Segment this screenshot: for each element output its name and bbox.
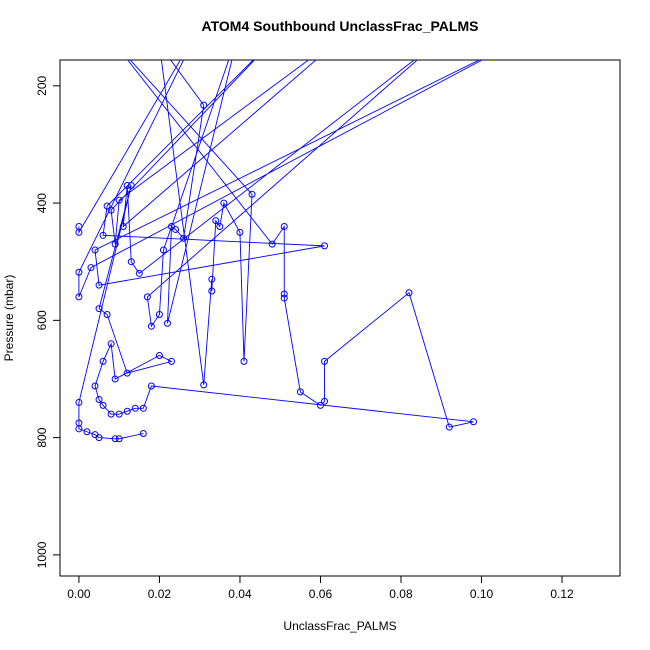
data-point bbox=[91, 246, 99, 254]
data-point bbox=[220, 199, 228, 207]
data-point bbox=[75, 398, 83, 406]
data-point bbox=[159, 246, 167, 254]
data-point bbox=[107, 340, 115, 348]
x-tick-label: 0.08 bbox=[389, 587, 413, 601]
data-point bbox=[156, 42, 162, 48]
x-tick-label: 0.04 bbox=[228, 587, 252, 601]
data-point bbox=[75, 268, 83, 276]
data-point bbox=[83, 428, 91, 436]
data-point bbox=[445, 423, 453, 431]
data-point bbox=[107, 206, 115, 214]
data-point bbox=[111, 240, 119, 248]
data-point bbox=[99, 401, 107, 409]
data-point bbox=[155, 310, 163, 318]
data-point bbox=[95, 281, 103, 289]
data-point bbox=[91, 382, 99, 390]
data-point bbox=[321, 357, 329, 365]
plot-box bbox=[59, 59, 621, 577]
data-point bbox=[123, 407, 131, 415]
y-tick-label: 600 bbox=[35, 310, 49, 330]
y-tick-label: 1000 bbox=[35, 541, 49, 568]
data-point bbox=[75, 293, 83, 301]
data-point bbox=[123, 181, 131, 189]
data-point bbox=[131, 404, 139, 412]
data-point bbox=[147, 382, 155, 390]
data-point bbox=[280, 294, 288, 302]
data-point bbox=[236, 228, 244, 236]
data-point bbox=[316, 401, 324, 409]
x-tick-label: 0.02 bbox=[148, 587, 172, 601]
data-point bbox=[438, 36, 444, 42]
data-point bbox=[115, 196, 123, 204]
data-point bbox=[280, 223, 288, 231]
data-point bbox=[200, 101, 208, 109]
data-point bbox=[155, 352, 163, 360]
data-point bbox=[248, 190, 256, 198]
chart-title: ATOM4 Southbound UnclassFrac_PALMS bbox=[202, 18, 479, 34]
data-point bbox=[163, 319, 171, 327]
data-point bbox=[405, 289, 413, 297]
data-point bbox=[87, 264, 95, 272]
data-point bbox=[280, 290, 288, 298]
data-point bbox=[103, 202, 111, 210]
data-point bbox=[143, 293, 151, 301]
data-point bbox=[95, 434, 103, 442]
data-point bbox=[95, 305, 103, 313]
data-point bbox=[180, 234, 188, 242]
y-axis-label: Pressure (mbar) bbox=[2, 275, 16, 362]
data-point bbox=[147, 322, 155, 330]
x-axis-label: UnclassFrac_PALMS bbox=[283, 619, 396, 633]
data-point bbox=[168, 357, 176, 365]
data-point bbox=[321, 242, 329, 250]
data-point bbox=[240, 357, 248, 365]
x-tick-label: 0.00 bbox=[67, 587, 91, 601]
data-point bbox=[139, 404, 147, 412]
x-tick-label: 0.12 bbox=[550, 587, 574, 601]
data-point bbox=[115, 410, 123, 418]
data-point bbox=[119, 223, 127, 231]
data-point bbox=[75, 228, 83, 236]
data-point bbox=[123, 369, 131, 377]
x-tick-label: 0.10 bbox=[470, 587, 494, 601]
data-line bbox=[78, 60, 483, 440]
data-point bbox=[321, 397, 329, 405]
data-point bbox=[469, 418, 477, 426]
data-point bbox=[208, 275, 216, 283]
data-point bbox=[75, 425, 83, 433]
data-point bbox=[99, 357, 107, 365]
data-point bbox=[172, 225, 180, 233]
data-point bbox=[99, 231, 107, 239]
data-point bbox=[107, 410, 115, 418]
data-point bbox=[115, 435, 123, 443]
data-point bbox=[268, 240, 276, 248]
y-tick-label: 200 bbox=[35, 75, 49, 95]
data-point bbox=[108, 36, 114, 42]
x-tick-label: 0.06 bbox=[309, 587, 333, 601]
y-tick-label: 800 bbox=[35, 427, 49, 447]
data-point bbox=[103, 310, 111, 318]
data-point bbox=[296, 388, 304, 396]
data-point bbox=[95, 396, 103, 404]
data-point bbox=[208, 287, 216, 295]
y-tick-label: 400 bbox=[35, 193, 49, 213]
data-point bbox=[127, 258, 135, 266]
data-point bbox=[111, 375, 119, 383]
data-point bbox=[135, 269, 143, 277]
data-point bbox=[111, 435, 119, 443]
data-point bbox=[216, 223, 224, 231]
data-point bbox=[200, 381, 208, 389]
data-point bbox=[212, 217, 220, 225]
plot-area bbox=[75, 36, 525, 443]
data-point bbox=[519, 36, 525, 42]
data-point bbox=[139, 430, 147, 438]
data-point bbox=[127, 181, 135, 189]
